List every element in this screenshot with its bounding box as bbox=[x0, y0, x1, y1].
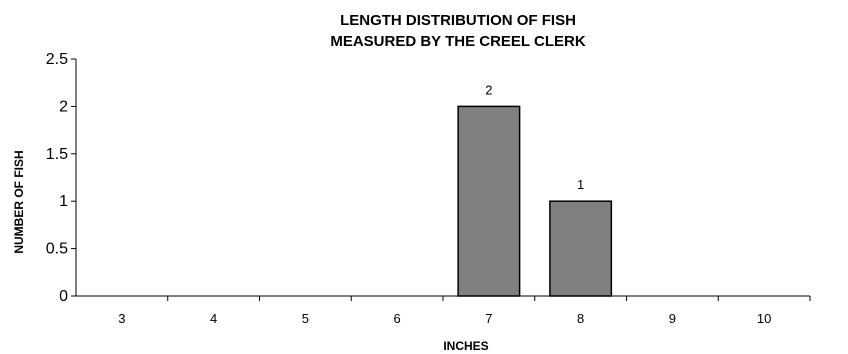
y-tick-label: 0 bbox=[59, 288, 68, 305]
x-tick-label: 5 bbox=[302, 311, 309, 326]
x-axis: 3 4 5 6 7 8 9 10 bbox=[76, 295, 811, 326]
x-tick-label: 9 bbox=[669, 311, 676, 326]
y-tick-label: 1.5 bbox=[46, 146, 68, 163]
y-axis-title: NUMBER OF FISH bbox=[12, 150, 26, 253]
x-tick-label: 3 bbox=[118, 311, 125, 326]
x-tick-label: 4 bbox=[210, 311, 217, 326]
y-tick-label: 0.5 bbox=[46, 241, 68, 258]
data-label: 1 bbox=[577, 177, 584, 192]
y-tick-label: 2.5 bbox=[46, 51, 68, 68]
data-label: 2 bbox=[485, 82, 492, 97]
x-tick-label: 10 bbox=[757, 311, 771, 326]
x-axis-title: INCHES bbox=[443, 339, 488, 353]
bar bbox=[549, 200, 613, 297]
y-axis: 0 0.5 1 1.5 2 2.5 bbox=[46, 51, 77, 305]
chart-title-line-1: LENGTH DISTRIBUTION OF FISH bbox=[340, 12, 576, 29]
chart-title-line-2: MEASURED BY THE CREEL CLERK bbox=[330, 33, 585, 50]
y-tick-label: 1 bbox=[59, 193, 68, 210]
x-tick-label: 7 bbox=[485, 311, 492, 326]
bars-group bbox=[457, 105, 613, 297]
bar bbox=[457, 105, 521, 297]
x-tick-label: 6 bbox=[394, 311, 401, 326]
data-labels-group: 21 bbox=[485, 82, 584, 192]
x-tick-label: 8 bbox=[577, 311, 584, 326]
y-tick-label: 2 bbox=[59, 98, 68, 115]
